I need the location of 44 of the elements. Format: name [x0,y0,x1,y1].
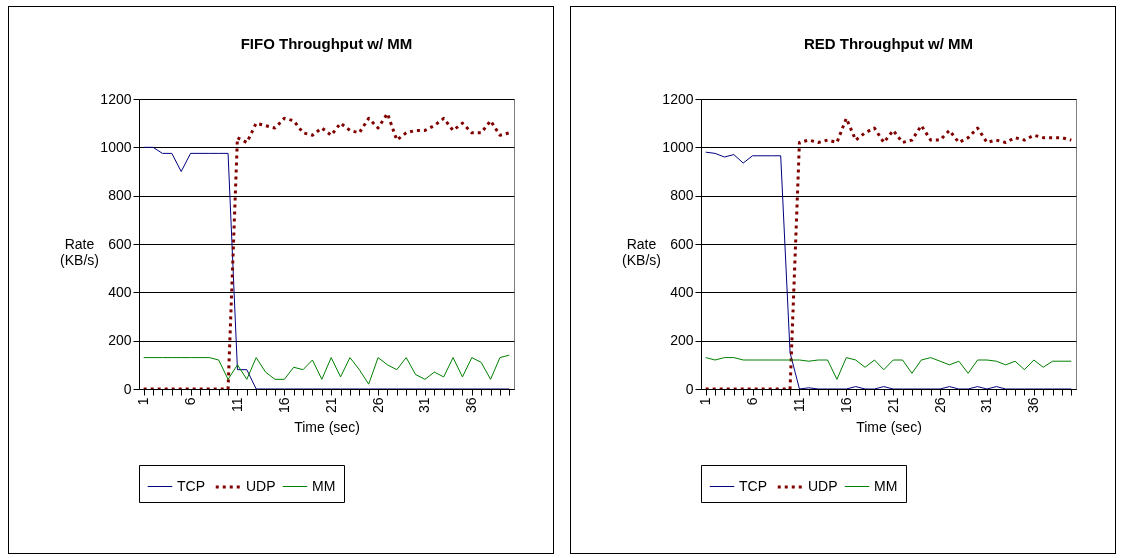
y-tick-label: 200 [108,332,132,349]
legend-label: MM [312,477,336,494]
chart-title: RED Throughput w/ MM [803,35,974,52]
y-tick-label: 1200 [100,90,132,107]
x-tick-label: 11 [228,397,245,413]
x-tick-label: 21 [884,397,901,414]
x-tick-label: 21 [322,397,339,414]
y-tick-label: 1200 [662,90,694,107]
y-tick-label: 1000 [662,138,694,155]
line-series [705,357,1072,380]
y-tick-label: 200 [670,332,694,349]
y-tick-label: 600 [108,235,132,252]
y-tick-label: 0 [685,380,694,397]
line-series [143,354,510,385]
y-tick-label: 1000 [100,138,132,155]
y-tick-label: 600 [670,235,694,252]
legend-label: MM [874,477,898,494]
y-tick-label: 800 [108,187,132,204]
x-tick-label: 1 [135,397,152,406]
x-tick-label: 16 [837,397,854,414]
x-tick-label: 26 [369,397,386,414]
y-tick-label: 400 [108,283,132,300]
x-tick-label: 11 [790,397,807,413]
x-axis-title: Time (sec) [856,419,922,436]
x-tick-label: 6 [744,397,761,406]
y-tick-label: 400 [670,283,694,300]
y-axis-title: Rate (KB/s) [60,235,99,268]
x-tick-label: 36 [463,397,480,414]
legend-label: TCP [177,477,205,494]
x-tick-label: 6 [182,397,199,406]
y-axis-title: Rate (KB/s) [622,235,661,268]
y-tick-label: 0 [123,380,132,397]
x-tick-label: 16 [275,397,292,414]
legend-label: UDP [246,478,276,494]
x-tick-label: 36 [1025,397,1042,414]
x-axis-title: Time (sec) [294,419,360,436]
x-tick-label: 26 [931,397,948,414]
legend-label: UDP [808,478,838,494]
chart-title: FIFO Throughput w/ MM [240,35,413,52]
x-tick-label: 31 [978,397,995,414]
x-tick-label: 31 [416,397,433,414]
x-tick-label: 1 [697,397,714,406]
legend-label: TCP [739,477,767,494]
y-tick-label: 800 [670,187,694,204]
